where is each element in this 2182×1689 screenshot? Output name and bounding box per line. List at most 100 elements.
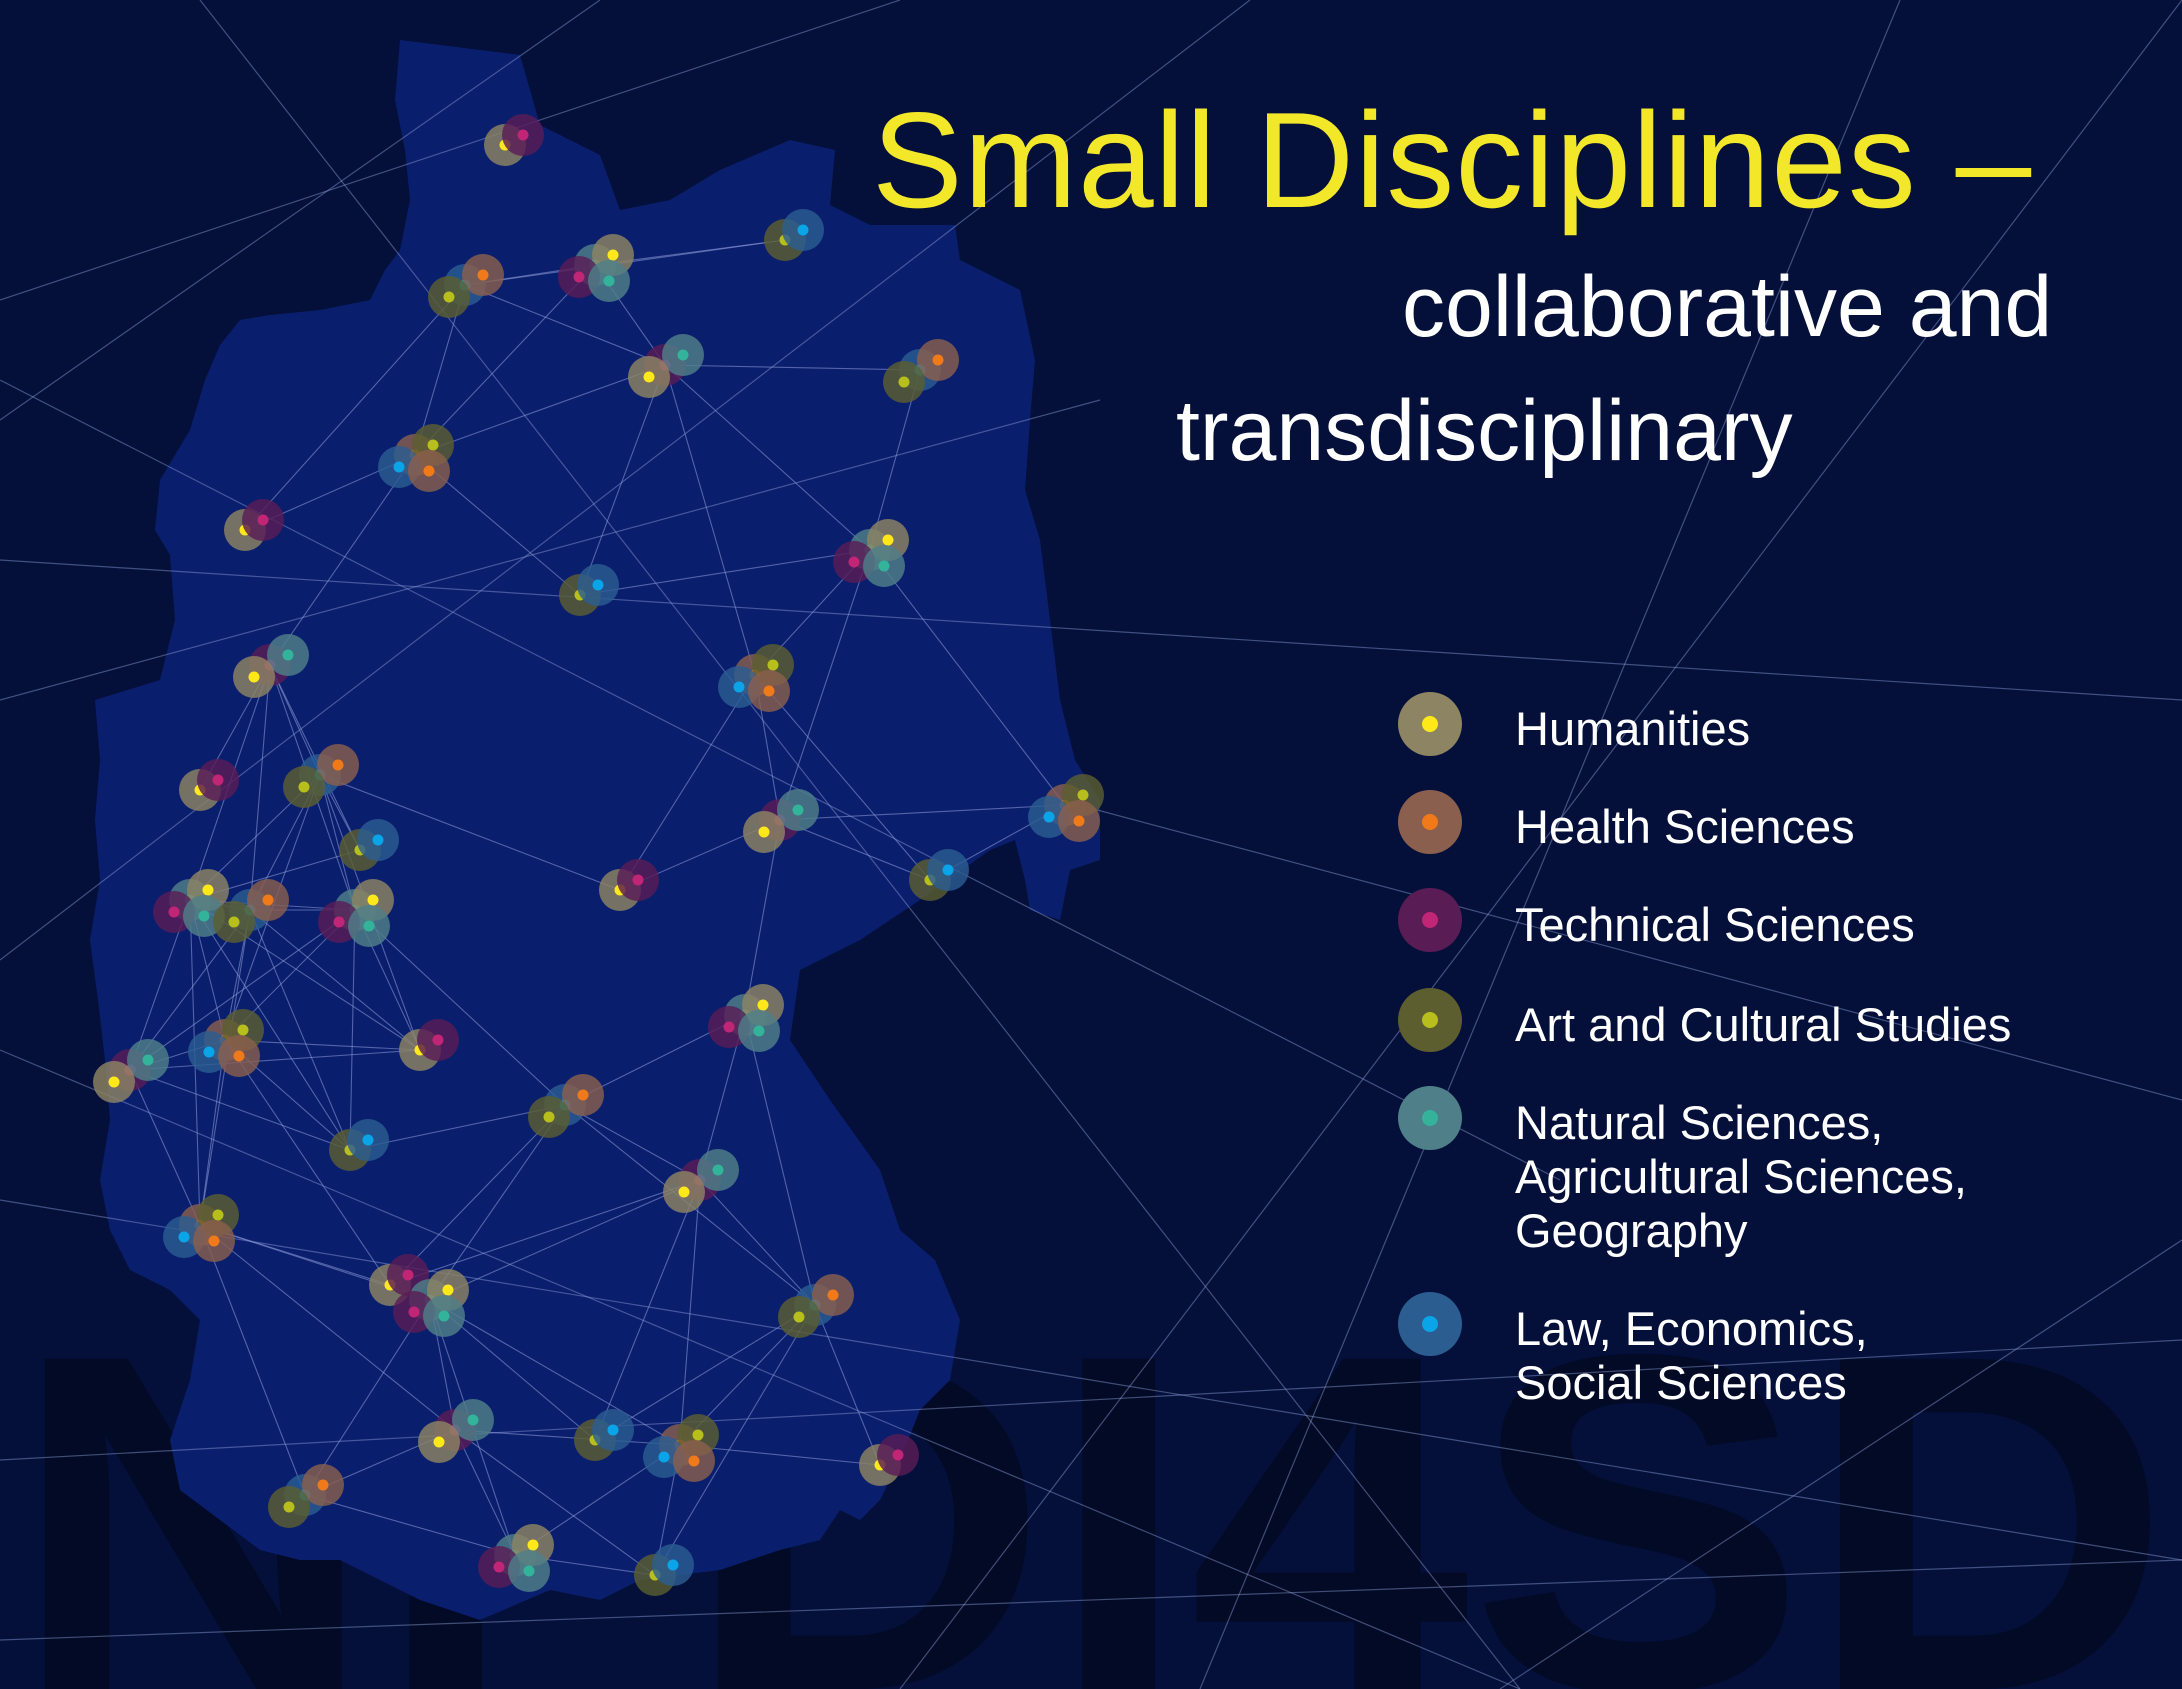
node-dot — [212, 774, 224, 786]
node-dot — [658, 1451, 670, 1463]
node-dot — [332, 759, 344, 771]
network-line — [0, 1339, 2182, 1461]
node-dot — [898, 376, 910, 388]
node-dot — [202, 884, 214, 896]
legend-label-line: Humanities — [1515, 702, 1751, 755]
node-dot — [228, 916, 240, 928]
network-line — [0, 399, 1101, 701]
node-dot — [692, 1429, 704, 1441]
node-dot — [678, 1186, 690, 1198]
node-dot — [438, 1310, 450, 1322]
node-dot — [467, 1414, 479, 1426]
node-dot — [442, 1284, 454, 1296]
network-line — [779, 819, 931, 881]
legend-label-line: Geography — [1515, 1204, 1748, 1257]
node-dot — [257, 514, 269, 526]
node-dot — [632, 874, 644, 886]
network-line — [349, 909, 356, 1151]
node-dot — [317, 1479, 329, 1491]
node-dot — [603, 275, 615, 287]
node-dot — [932, 354, 944, 366]
node-dot — [248, 671, 260, 683]
legend-label-line: Health Sciences — [1515, 800, 1855, 853]
node-dot — [763, 685, 775, 697]
node-dot — [527, 1539, 539, 1551]
legend-marker-icon — [1398, 790, 1462, 854]
network-line — [354, 909, 566, 1106]
node-dot — [262, 894, 274, 906]
node-dot — [282, 649, 294, 661]
node-dot — [577, 1089, 589, 1101]
node-dot — [848, 556, 860, 568]
node-dot — [393, 461, 405, 473]
network-line — [304, 1494, 516, 1556]
network-line — [754, 674, 931, 881]
network-line — [199, 1224, 456, 1431]
node-dot — [298, 781, 310, 793]
network-line — [129, 1069, 351, 1151]
network-line — [869, 549, 1066, 806]
legend-label: Health Sciences — [1515, 800, 1855, 854]
network-line — [744, 1014, 816, 1306]
network-line — [0, 0, 601, 421]
legend-label: Art and Cultural Studies — [1515, 998, 2011, 1052]
node-dot — [433, 1436, 445, 1448]
node-dot — [208, 1235, 220, 1247]
node-dot — [233, 1050, 245, 1062]
poster-title: Small Disciplines – — [872, 84, 2033, 236]
node-dot — [367, 894, 379, 906]
network-line — [779, 804, 1066, 821]
node-dot — [878, 560, 890, 572]
network-line — [199, 1224, 306, 1496]
network-line — [1059, 799, 2182, 1101]
node-dot — [523, 1565, 535, 1577]
subtitle-line-1: collaborative and — [1402, 259, 2053, 355]
network-line — [249, 909, 421, 1051]
network-line — [199, 0, 1521, 1689]
network-line — [129, 1049, 421, 1071]
legend-label-line: Agricultural Sciences, — [1515, 1150, 1967, 1203]
network-line — [654, 1304, 816, 1576]
node-dot — [333, 916, 345, 928]
network-line — [129, 909, 356, 1071]
node-dot — [198, 910, 210, 922]
network-line — [0, 1199, 2182, 1561]
network-line — [269, 454, 416, 666]
node-dot — [607, 1424, 619, 1436]
network-line — [199, 1039, 226, 1226]
network-line — [319, 774, 621, 891]
network-line — [189, 899, 351, 1151]
legend-marker-icon — [1398, 692, 1462, 756]
legend-dot — [1422, 814, 1438, 830]
network-line — [454, 1429, 656, 1576]
node-dot — [363, 920, 375, 932]
legend-label-line: Natural Sciences, — [1515, 1096, 1884, 1149]
network-line — [579, 364, 666, 596]
network-line — [454, 1429, 681, 1446]
node-dot — [493, 1561, 505, 1573]
network-line — [464, 284, 666, 366]
node-dot — [362, 1134, 374, 1146]
legend-label: Technical Sciences — [1515, 898, 1915, 952]
network-line — [389, 1104, 566, 1286]
node-dot — [212, 1209, 224, 1221]
node-dot — [443, 291, 455, 303]
legend-dot — [1422, 912, 1438, 928]
node-dot — [827, 1289, 839, 1301]
node-dot — [402, 1269, 414, 1281]
network-line — [699, 1179, 816, 1306]
legend-label-line: Technical Sciences — [1515, 898, 1915, 951]
node-dot — [793, 1311, 805, 1323]
network-line — [0, 0, 901, 301]
subtitle-line-2: transdisciplinary — [1176, 383, 1793, 479]
node-dot — [677, 349, 689, 361]
network-line — [304, 1299, 431, 1496]
node-dot — [667, 1559, 679, 1571]
node-dot — [792, 804, 804, 816]
legend-marker-icon — [1398, 1086, 1462, 1150]
node-dot — [767, 659, 779, 671]
network-line — [899, 0, 2182, 1689]
network-line — [224, 1039, 391, 1286]
